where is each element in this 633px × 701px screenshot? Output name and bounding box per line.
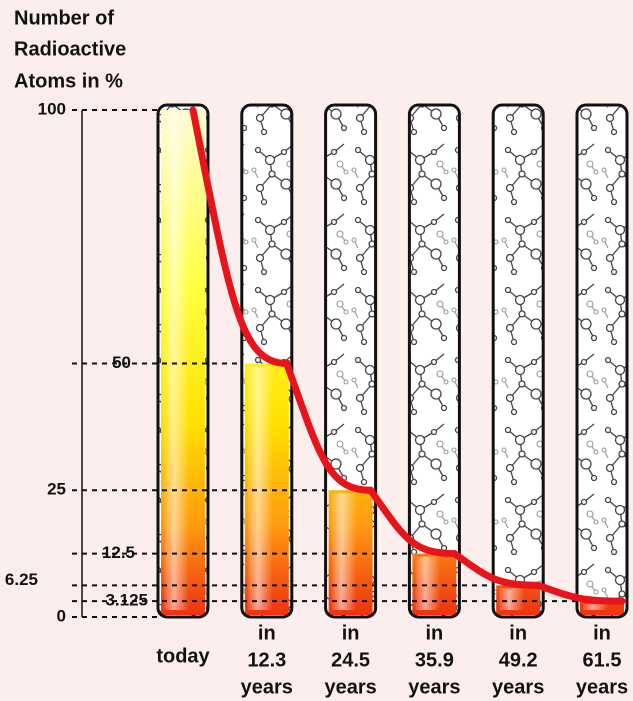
tube-background (577, 105, 627, 617)
x-tick-label: years (241, 676, 293, 698)
y-title-line: Number of (14, 7, 114, 29)
x-tick-label: years (576, 676, 628, 698)
bar-shine (499, 588, 524, 610)
y-tick-label: 0 (57, 606, 66, 625)
x-tick-label: in (258, 622, 276, 644)
x-tick-label: in (593, 622, 611, 644)
y-tick-label: 6.25 (5, 570, 38, 589)
x-tick-label: 49.2 (499, 649, 538, 671)
bar-shine (164, 113, 189, 610)
tube-background (493, 105, 543, 617)
bar-shine (248, 367, 273, 611)
bar-shine (583, 604, 608, 610)
y-tick-label: 50 (112, 353, 131, 372)
x-tick-label: in (426, 622, 444, 644)
tube-background (409, 105, 459, 617)
x-tick-label: in (509, 622, 527, 644)
y-tick-label: 100 (38, 99, 66, 118)
x-tick-label: in (342, 622, 360, 644)
y-title-line: Atoms in % (14, 70, 123, 92)
page: {"chart_data": {"type": "bar", "title": … (0, 0, 633, 701)
x-tick-label: 24.5 (331, 649, 370, 671)
x-tick-label: today (156, 645, 210, 667)
y-tick-label: 25 (47, 480, 66, 499)
y-title: Number of Radioactive Atoms in % (14, 7, 126, 92)
x-tick-label: 61.5 (583, 649, 622, 671)
x-tick-label: years (324, 676, 376, 698)
x-tick-label: 12.3 (247, 649, 286, 671)
x-tick-label: years (408, 676, 460, 698)
x-tick-label: years (492, 676, 544, 698)
bar-shine (332, 493, 357, 610)
y-title-line: Radioactive (14, 38, 126, 60)
y-tick-label: 3.125 (105, 591, 148, 610)
x-tick-label: 35.9 (415, 649, 454, 671)
chart: Number of Radioactive Atoms in % 0 3.125 6… (0, 0, 633, 701)
y-tick-label: 12.5 (102, 543, 135, 562)
